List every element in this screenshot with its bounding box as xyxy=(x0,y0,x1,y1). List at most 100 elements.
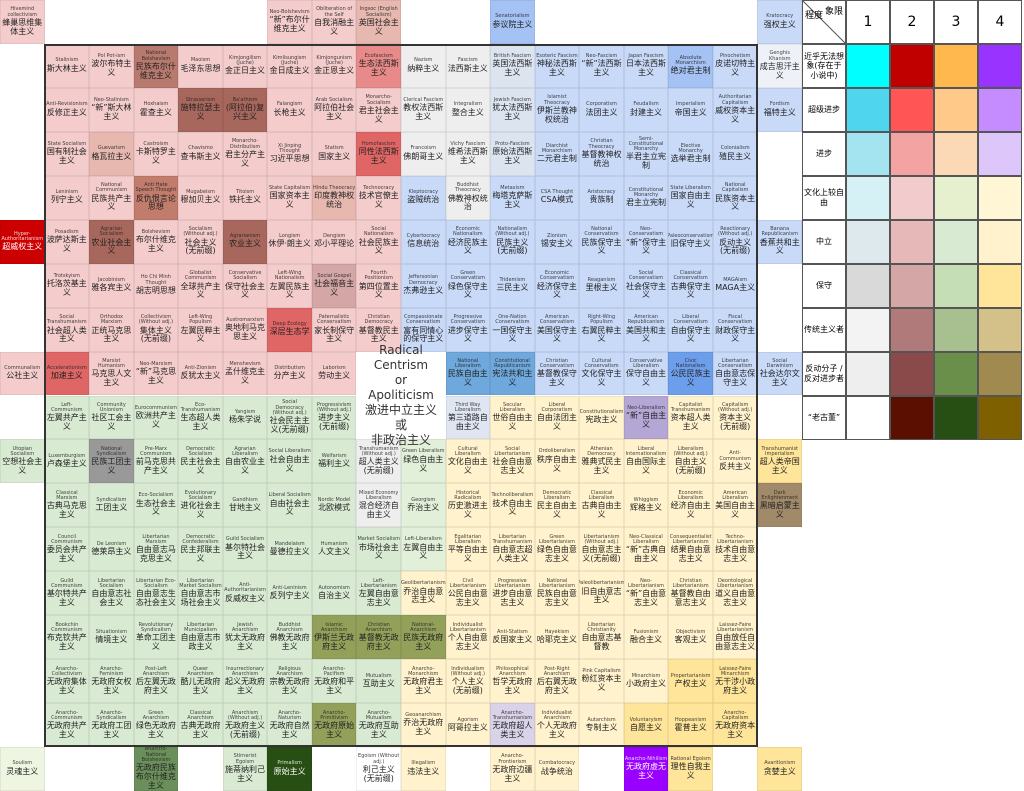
grid-cell: Stirnerist Egoism 施蒂纳利己主义 xyxy=(222,747,268,791)
grid-cell: Hayekism 哈耶克主义 xyxy=(534,615,580,660)
cell-chinese: 选举君主制 xyxy=(670,154,711,164)
cell-chinese: 战争统治 xyxy=(540,766,573,776)
cell-english: Social Liberalism xyxy=(268,448,311,455)
cell-english: Social Libertarianism xyxy=(494,445,531,458)
cell-english: Technoliberalism xyxy=(491,492,534,499)
cell-english: Homofascism xyxy=(361,140,396,147)
grid-cell: Progressive Conservatism 进步保守主义 xyxy=(445,307,491,352)
grid-cell: Anarcho-National Bolshevism 无政府民族布尔什维克主义 xyxy=(133,747,179,791)
cell-english: Social Conservatism xyxy=(628,270,664,282)
cell-english: American Conservatism xyxy=(539,314,575,326)
cell-english: Illegalism xyxy=(411,760,436,767)
cell-english: Corporatism xyxy=(586,101,617,108)
cell-english: Absolute Monarchism xyxy=(675,54,706,66)
cell-chinese: 自由社会主义 xyxy=(269,498,310,517)
grid-cell: Primalism 原始主义 xyxy=(267,747,312,791)
cell-chinese: 左翼民族主义 xyxy=(269,281,310,300)
cell-chinese: 同性法西斯主义 xyxy=(358,147,399,165)
cell-chinese: 布尔什维克主义 xyxy=(135,235,176,253)
cell-english: Globalist Communism xyxy=(184,270,217,282)
cell-english: Mugabeism xyxy=(186,189,215,196)
cell-english: Jacobinism xyxy=(97,277,125,284)
grid-cell: Titoism 铁托主义 xyxy=(222,175,268,220)
cell-english: Economic Liberalism xyxy=(677,489,704,502)
legend-corner: 象限 程度 xyxy=(802,0,847,45)
cell-english: Elective Monarchy xyxy=(678,142,703,154)
grid-cell: Hivemind collectivism 蜂巢思维集体主义 xyxy=(0,0,45,44)
cell-english: Progressive Libertarianism xyxy=(494,577,531,589)
grid-cell: Transhumanist Imperialism 超人类帝国主义 xyxy=(757,439,802,484)
grid-cell: Christian Theocracy 基督教神权统治 xyxy=(579,131,624,176)
cell-chinese: 施特拉瑟主义 xyxy=(180,103,221,121)
grid-cell: Individualism (Without adj.) 个人主义(无前缀) xyxy=(445,659,491,704)
cell-english: Hayekism xyxy=(544,628,570,635)
cell-chinese: 君主分产主义 xyxy=(225,149,266,168)
grid-cell: Libertarian Socialism 自由意志社会主义 xyxy=(89,571,134,616)
cell-chinese: 毛泽东思想 xyxy=(180,63,221,73)
cell-english: Left-Wing Nationalism xyxy=(274,270,305,282)
cell-english: Christian Conservatism xyxy=(539,357,575,370)
cell-english: Hyper-Authoritarianism xyxy=(1,230,44,242)
cell-english: Laissez-Faire Libertarianism xyxy=(717,621,754,633)
legend-swatch xyxy=(890,352,934,396)
cell-chinese: 古典无政府主义 xyxy=(180,721,221,739)
cell-english: Senatorialism xyxy=(495,13,530,20)
cell-english: Situationism xyxy=(95,628,127,635)
cell-chinese: “新”自由主义 xyxy=(625,410,667,429)
grid-cell: Obliteration of the Self 自我消融主义 xyxy=(311,0,357,44)
cell-english: MAGAism xyxy=(723,277,748,284)
grid-cell: Council Communism 委员会共产主义 xyxy=(44,527,90,572)
cell-chinese: 财政保守主义 xyxy=(715,325,756,344)
grid-cell: Utopian Socialism 空想社会主义 xyxy=(0,439,45,484)
cell-chinese: 波尔布特主义 xyxy=(91,59,132,78)
cell-english: One-Nation Conservatism xyxy=(495,314,530,326)
cell-english: Fiscal Conservatism xyxy=(717,314,753,326)
cell-chinese: 自由意志市场社会主义 xyxy=(180,589,221,607)
cell-english: Hindu Theocracy xyxy=(313,184,356,191)
cell-chinese: “新”古典自由主义 xyxy=(625,545,667,564)
cell-chinese: 绝对君主制 xyxy=(670,66,711,76)
grid-cell: Jacobinism 雅各宾主义 xyxy=(89,263,134,308)
legend-row-label: 反动分子 / 反对进步者 xyxy=(802,352,846,396)
cell-chinese: 人文主义 xyxy=(318,547,351,557)
cell-chinese: 神秘法西斯主义 xyxy=(536,59,577,78)
cell-english: Colonialism xyxy=(720,145,750,152)
cell-english: Pol Pot-ism xyxy=(97,52,126,59)
grid-cell: Illegalism 违法主义 xyxy=(401,747,446,791)
legend-swatch xyxy=(890,264,934,308)
grid-cell: Elective Monarchy 选举君主制 xyxy=(668,131,713,176)
cell-chinese: 乔治主义 xyxy=(407,503,440,513)
cell-chinese: 佛教无政府主义 xyxy=(269,633,310,651)
cell-english: Feudalism xyxy=(633,101,659,108)
grid-cell: Anarcho-Mutualism 无政府互助主义 xyxy=(356,703,401,748)
cell-chinese: 无政府自然主义 xyxy=(269,721,310,739)
grid-cell: Guild Socialism 基尔特社会主义 xyxy=(222,527,268,572)
grid-cell: Eco-Transhumanism 生态超人类主义 xyxy=(178,395,223,440)
grid-cell: National Liberalism 民族自由主义 xyxy=(445,351,491,396)
cell-chinese: 里根主义 xyxy=(585,283,618,293)
grid-cell: Libertarian Christianity 自由意志基督教 xyxy=(579,615,624,660)
cell-chinese: 伊斯兰无政府主义 xyxy=(314,633,355,651)
legend-swatch xyxy=(846,132,890,176)
cell-english: Bookchin Communism xyxy=(51,621,83,633)
legend-swatch xyxy=(934,132,978,176)
cell-english: Rational Egoism xyxy=(670,756,711,763)
cell-english: Gandhism xyxy=(232,496,258,503)
grid-cell: Evolutionary Socialism 进化社会主义 xyxy=(178,483,223,528)
grid-cell: Maoism 毛泽东思想 xyxy=(178,43,223,88)
grid-cell: Ho Chi Minh Thought 胡志明思想 xyxy=(133,263,179,308)
grid-cell: Combatocracy 战争统治 xyxy=(534,747,580,791)
grid-cell: National Capitalism 民族资本主义 xyxy=(712,175,758,220)
cell-chinese: 梅塔克萨斯主义 xyxy=(492,191,533,209)
grid-cell: Social Conservatism 社会保守主义 xyxy=(623,263,669,308)
cell-english: Social Transhumanism xyxy=(47,314,87,326)
cell-chinese: 反国家主义 xyxy=(492,634,533,644)
grid-cell: Fusionism 融合主义 xyxy=(623,615,669,660)
cell-english: Ordoliberalism xyxy=(538,448,576,455)
grid-cell: Socialism (Without adj.) 社会主义(无前缀) xyxy=(178,219,223,264)
cell-english: Esoteric Fascism xyxy=(536,52,578,59)
cell-chinese: 维希法西斯主义 xyxy=(447,147,488,165)
cell-chinese: 三民主义 xyxy=(496,283,529,293)
cell-chinese: 绿色无政府主义 xyxy=(135,721,176,739)
cell-english: Pink Capitalism xyxy=(582,668,621,675)
